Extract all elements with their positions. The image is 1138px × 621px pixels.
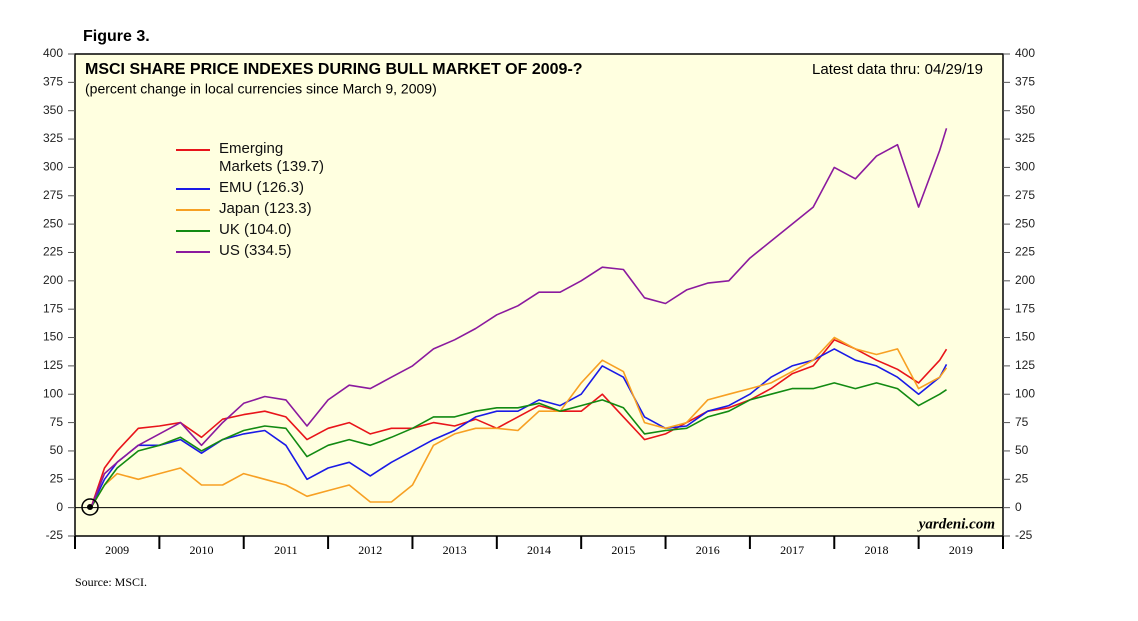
y2-tick-label: 200 xyxy=(1015,273,1035,287)
y-tick-label: 275 xyxy=(43,188,63,202)
y-tick-label: 0 xyxy=(56,500,63,514)
y2-tick-label: 0 xyxy=(1015,500,1022,514)
y-tick-label: 300 xyxy=(43,160,63,174)
y-tick-label: 25 xyxy=(50,471,64,485)
y2-tick-label: 225 xyxy=(1015,245,1035,259)
legend-label: Emerging Markets (139.7) xyxy=(219,140,325,175)
legend-swatch xyxy=(176,149,210,151)
y-tick-label: 50 xyxy=(50,443,64,457)
x-tick-label: 2012 xyxy=(358,543,382,557)
y2-tick-label: 50 xyxy=(1015,443,1029,457)
x-tick-label: 2017 xyxy=(780,543,804,557)
origin-dot xyxy=(87,504,93,510)
chart-subtitle: (percent change in local currencies sinc… xyxy=(85,81,437,97)
legend-label: EMU (126.3) xyxy=(219,179,305,196)
y2-tick-label: 375 xyxy=(1015,75,1035,89)
chart-title: MSCI SHARE PRICE INDEXES DURING BULL MAR… xyxy=(85,61,583,78)
y-tick-label: 375 xyxy=(43,75,63,89)
x-tick-label: 2010 xyxy=(190,543,214,557)
series-line xyxy=(90,339,948,508)
series-line xyxy=(90,382,947,509)
legend-label: UK (104.0) xyxy=(219,221,292,238)
y2-tick-label: 150 xyxy=(1015,330,1035,344)
y2-tick-label: 175 xyxy=(1015,301,1035,315)
y-tick-label: 250 xyxy=(43,216,63,230)
x-tick-label: 2019 xyxy=(949,543,973,557)
legend-swatch xyxy=(176,188,210,190)
y2-tick-label: -25 xyxy=(1015,528,1033,542)
y-tick-label: -25 xyxy=(46,528,64,542)
y2-tick-label: 325 xyxy=(1015,131,1035,145)
y2-tick-label: 300 xyxy=(1015,160,1035,174)
series-line xyxy=(90,336,948,509)
y-tick-label: 350 xyxy=(43,103,63,117)
y2-tick-label: 350 xyxy=(1015,103,1035,117)
legend: Emerging Markets (139.7) EMU (126.3) Japan… xyxy=(176,140,337,263)
source: Source: MSCI. xyxy=(75,575,147,589)
y-tick-label: 150 xyxy=(43,330,63,344)
legend-entry: Japan (123.3) xyxy=(176,200,337,218)
y2-tick-label: 25 xyxy=(1015,471,1029,485)
x-tick-label: 2018 xyxy=(864,543,888,557)
y-tick-label: 125 xyxy=(43,358,63,372)
y-tick-label: 175 xyxy=(43,301,63,315)
y-tick-label: 400 xyxy=(43,46,63,60)
y-tick-label: 200 xyxy=(43,273,63,287)
note: Latest data thru: 04/29/19 xyxy=(812,61,983,78)
plot-area xyxy=(74,53,1004,537)
origin-marker xyxy=(81,498,99,516)
x-tick-label: 2014 xyxy=(527,543,551,557)
y2-tick-label: 125 xyxy=(1015,358,1035,372)
y-tick-label: 100 xyxy=(43,386,63,400)
legend-label: US (334.5) xyxy=(219,242,292,259)
x-tick-label: 2011 xyxy=(274,543,298,557)
legend-swatch xyxy=(176,251,210,253)
legend-entry: UK (104.0) xyxy=(176,221,337,239)
y2-tick-label: 100 xyxy=(1015,386,1035,400)
legend-entry: EMU (126.3) xyxy=(176,179,337,197)
figure-label: Figure 3. xyxy=(83,28,150,45)
x-tick-label: 2009 xyxy=(105,543,129,557)
legend-label: Japan (123.3) xyxy=(219,200,312,217)
x-tick-label: 2016 xyxy=(696,543,720,557)
y2-tick-label: 400 xyxy=(1015,46,1035,60)
y-tick-label: 75 xyxy=(50,415,64,429)
series-group xyxy=(90,128,948,509)
legend-swatch xyxy=(176,209,210,211)
series-line xyxy=(90,128,948,508)
y2-tick-label: 250 xyxy=(1015,216,1035,230)
x-tick-label: 2015 xyxy=(611,543,635,557)
y-tick-label: 225 xyxy=(43,245,63,259)
legend-entry: US (334.5) xyxy=(176,242,337,260)
y2-tick-label: 275 xyxy=(1015,188,1035,202)
legend-entry: Emerging Markets (139.7) xyxy=(176,140,337,176)
y-tick-label: 325 xyxy=(43,131,63,145)
legend-swatch xyxy=(176,230,210,232)
x-tick-label: 2013 xyxy=(443,543,467,557)
watermark: yardeni.com xyxy=(917,516,995,532)
y2-tick-label: 75 xyxy=(1015,415,1029,429)
